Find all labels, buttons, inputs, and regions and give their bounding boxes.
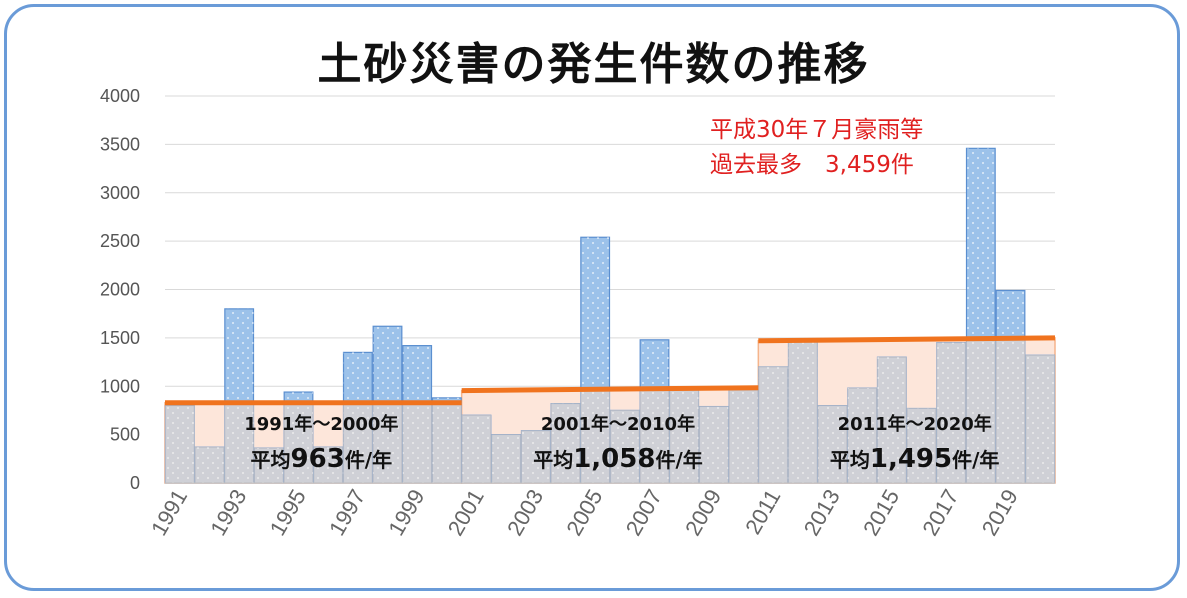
avg-overlay-texture-1992 [195,447,224,483]
avg-overlay-texture-2015 [877,357,907,483]
bars [164,147,1056,484]
average-lines [165,335,1056,406]
avg-overlay-texture-2010 [729,390,758,483]
annotation-line1: 平成30年７月豪雨等 [710,117,923,143]
avg-overlay-texture-2009 [699,406,729,483]
y-tick-label: 0 [130,473,140,493]
average-label-range-3: 2011年～2020年 [838,413,992,435]
y-tick-label: 500 [110,425,140,445]
average-label-value-1: 平均963件/年 [251,444,393,474]
y-tick-label: 2500 [100,231,140,251]
x-tick-label: 2019 [977,485,1023,540]
avg-overlay-texture-2012 [788,340,818,483]
x-tick-label: 1991 [146,485,192,540]
avg-overlay-texture-2000 [432,402,462,483]
avg-overlay-texture-2019 [996,338,1025,483]
avg-overlay-texture-2011 [758,366,788,483]
average-label-value-2: 平均1,058件/年 [533,444,703,474]
average-line-2 [461,385,759,394]
chart-title: 土砂災害の発生件数の推移 [317,39,870,90]
avg-overlay-texture-2005 [580,389,610,483]
avg-overlay-texture-1994 [254,448,284,483]
avg-overlay-texture-2020 [1025,355,1055,483]
x-tick-label: 2007 [621,485,667,540]
avg-overlay-texture-2018 [966,338,996,483]
x-tick-label: 1999 [383,485,429,540]
avg-overlay-texture-2017 [936,342,966,483]
avg-overlay-texture-2006 [610,410,640,483]
average-label-range-2: 2001年～2010年 [541,413,695,435]
x-tick-label: 1997 [324,485,370,540]
average-label-range-1: 1991年～2000年 [244,413,398,435]
y-tick-label: 2000 [100,280,140,300]
annotation-line2: 過去最多 3,459件 [710,152,914,178]
x-tick-label: 2003 [502,485,548,540]
avg-overlay-texture-1993 [224,402,254,483]
x-tick-label: 1995 [265,485,311,540]
avg-overlay-texture-1991 [165,405,195,483]
y-tick-label: 3000 [100,183,140,203]
x-axis-ticks: 1991 1993 1995 1997 1999 2001 2003 2005 2007 2009… [146,482,1055,540]
y-tick-label: 1000 [100,376,140,396]
y-tick-label: 4000 [100,86,140,106]
avg-overlay-texture-2001 [462,415,491,483]
y-tick-label: 3500 [100,134,140,154]
x-tick-label: 2001 [443,485,489,540]
x-tick-label: 1993 [205,485,251,540]
avg-overlay-texture-2003 [521,430,551,483]
x-tick-label: 2009 [680,485,726,540]
x-tick-label: 2005 [561,485,607,540]
x-tick-label: 2011 [740,485,785,538]
x-tick-label: 2013 [799,485,845,540]
x-tick-label: 2015 [858,485,904,540]
x-tick-label: 2017 [917,485,963,540]
avg-overlay-texture-2004 [551,403,580,483]
avg-overlay-texture-2008 [669,390,699,483]
average-label-value-3: 平均1,495件/年 [830,444,1000,474]
avg-overlay-texture-2013 [818,405,847,483]
avg-overlay-texture-1997 [343,402,373,483]
y-axis-ticks: 0 500 1000 1500 2000 2500 3000 3500 4000 [100,86,140,493]
avg-overlay-texture-2007 [640,388,669,483]
avg-overlay-texture-1996 [313,447,343,483]
average-line-3 [758,335,1056,344]
avg-overlay-texture-1999 [402,402,432,483]
avg-overlay-texture-1995 [284,402,313,483]
avg-overlay-texture-2002 [491,434,521,483]
avg-overlay-texture-1998 [373,402,402,483]
avg-overlay-texture-2014 [847,388,877,483]
y-tick-label: 1500 [100,328,140,348]
avg-overlay-texture-2016 [907,408,936,483]
